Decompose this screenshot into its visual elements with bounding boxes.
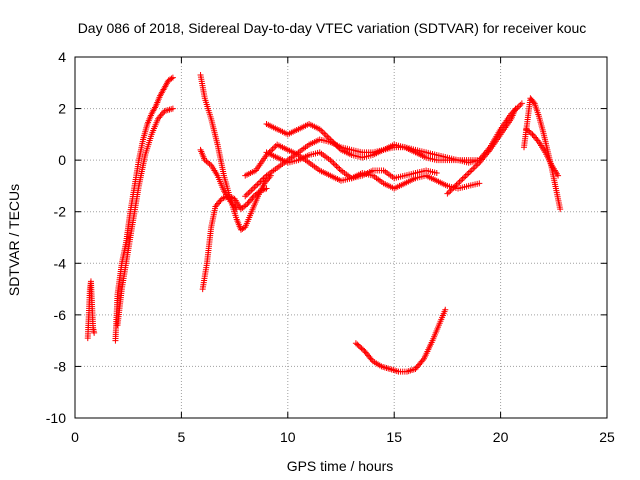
data-point-arc-14 [555,172,562,179]
data-point-arc-11 [355,342,362,349]
data-points [84,72,564,375]
plot-frame [74,56,608,419]
x-tick-label: 20 [493,429,509,445]
grid [75,57,607,418]
y-axis-label: SDTVAR / TECUs [6,184,22,296]
data-point-arc-3 [169,105,176,112]
data-point-arc-13 [530,99,537,106]
y-tick-label: 4 [58,49,66,65]
y-tick-label: -2 [54,204,67,220]
tick-labels: 0 5 10 15 20 25 -10 -8 -6 -4 -2 0 2 4 [46,49,615,445]
data-point-arc-2 [168,75,175,82]
data-point-arc-10 [433,170,440,177]
x-tick-label: 0 [71,429,79,445]
data-point-arc-11 [352,340,359,347]
y-tick-label: 2 [58,101,66,117]
y-tick-label: 0 [58,152,66,168]
data-point-arc-11 [354,341,361,348]
y-tick-label: -8 [54,358,67,374]
data-point-arc-9 [476,180,483,187]
data-point-arc-13 [557,206,564,213]
data-point-arc-11 [419,357,426,364]
axis-ticks [74,56,608,419]
y-tick-label: -10 [46,410,66,426]
data-point-arc-2 [169,74,176,81]
data-point-arc-12 [512,105,519,112]
data-point-arc-11 [358,345,365,352]
y-tick-label: -4 [54,255,67,271]
data-point-arc-6 [263,185,270,192]
data-point-arc-7 [518,100,525,107]
x-axis-label: GPS time / hours [287,458,394,474]
data-point-arc-11 [359,346,366,353]
data-point-arc-1 [91,329,98,336]
x-tick-label: 5 [178,429,186,445]
data-point-arc-11 [357,344,364,351]
chart-title: Day 086 of 2018, Sidereal Day-to-day VTE… [78,20,587,36]
x-tick-label: 25 [599,429,615,445]
x-tick-label: 15 [386,429,402,445]
data-point-arc-11 [368,356,375,363]
data-point-arc-11 [442,306,449,313]
x-tick-label: 10 [280,429,296,445]
y-tick-label: -6 [54,307,67,323]
